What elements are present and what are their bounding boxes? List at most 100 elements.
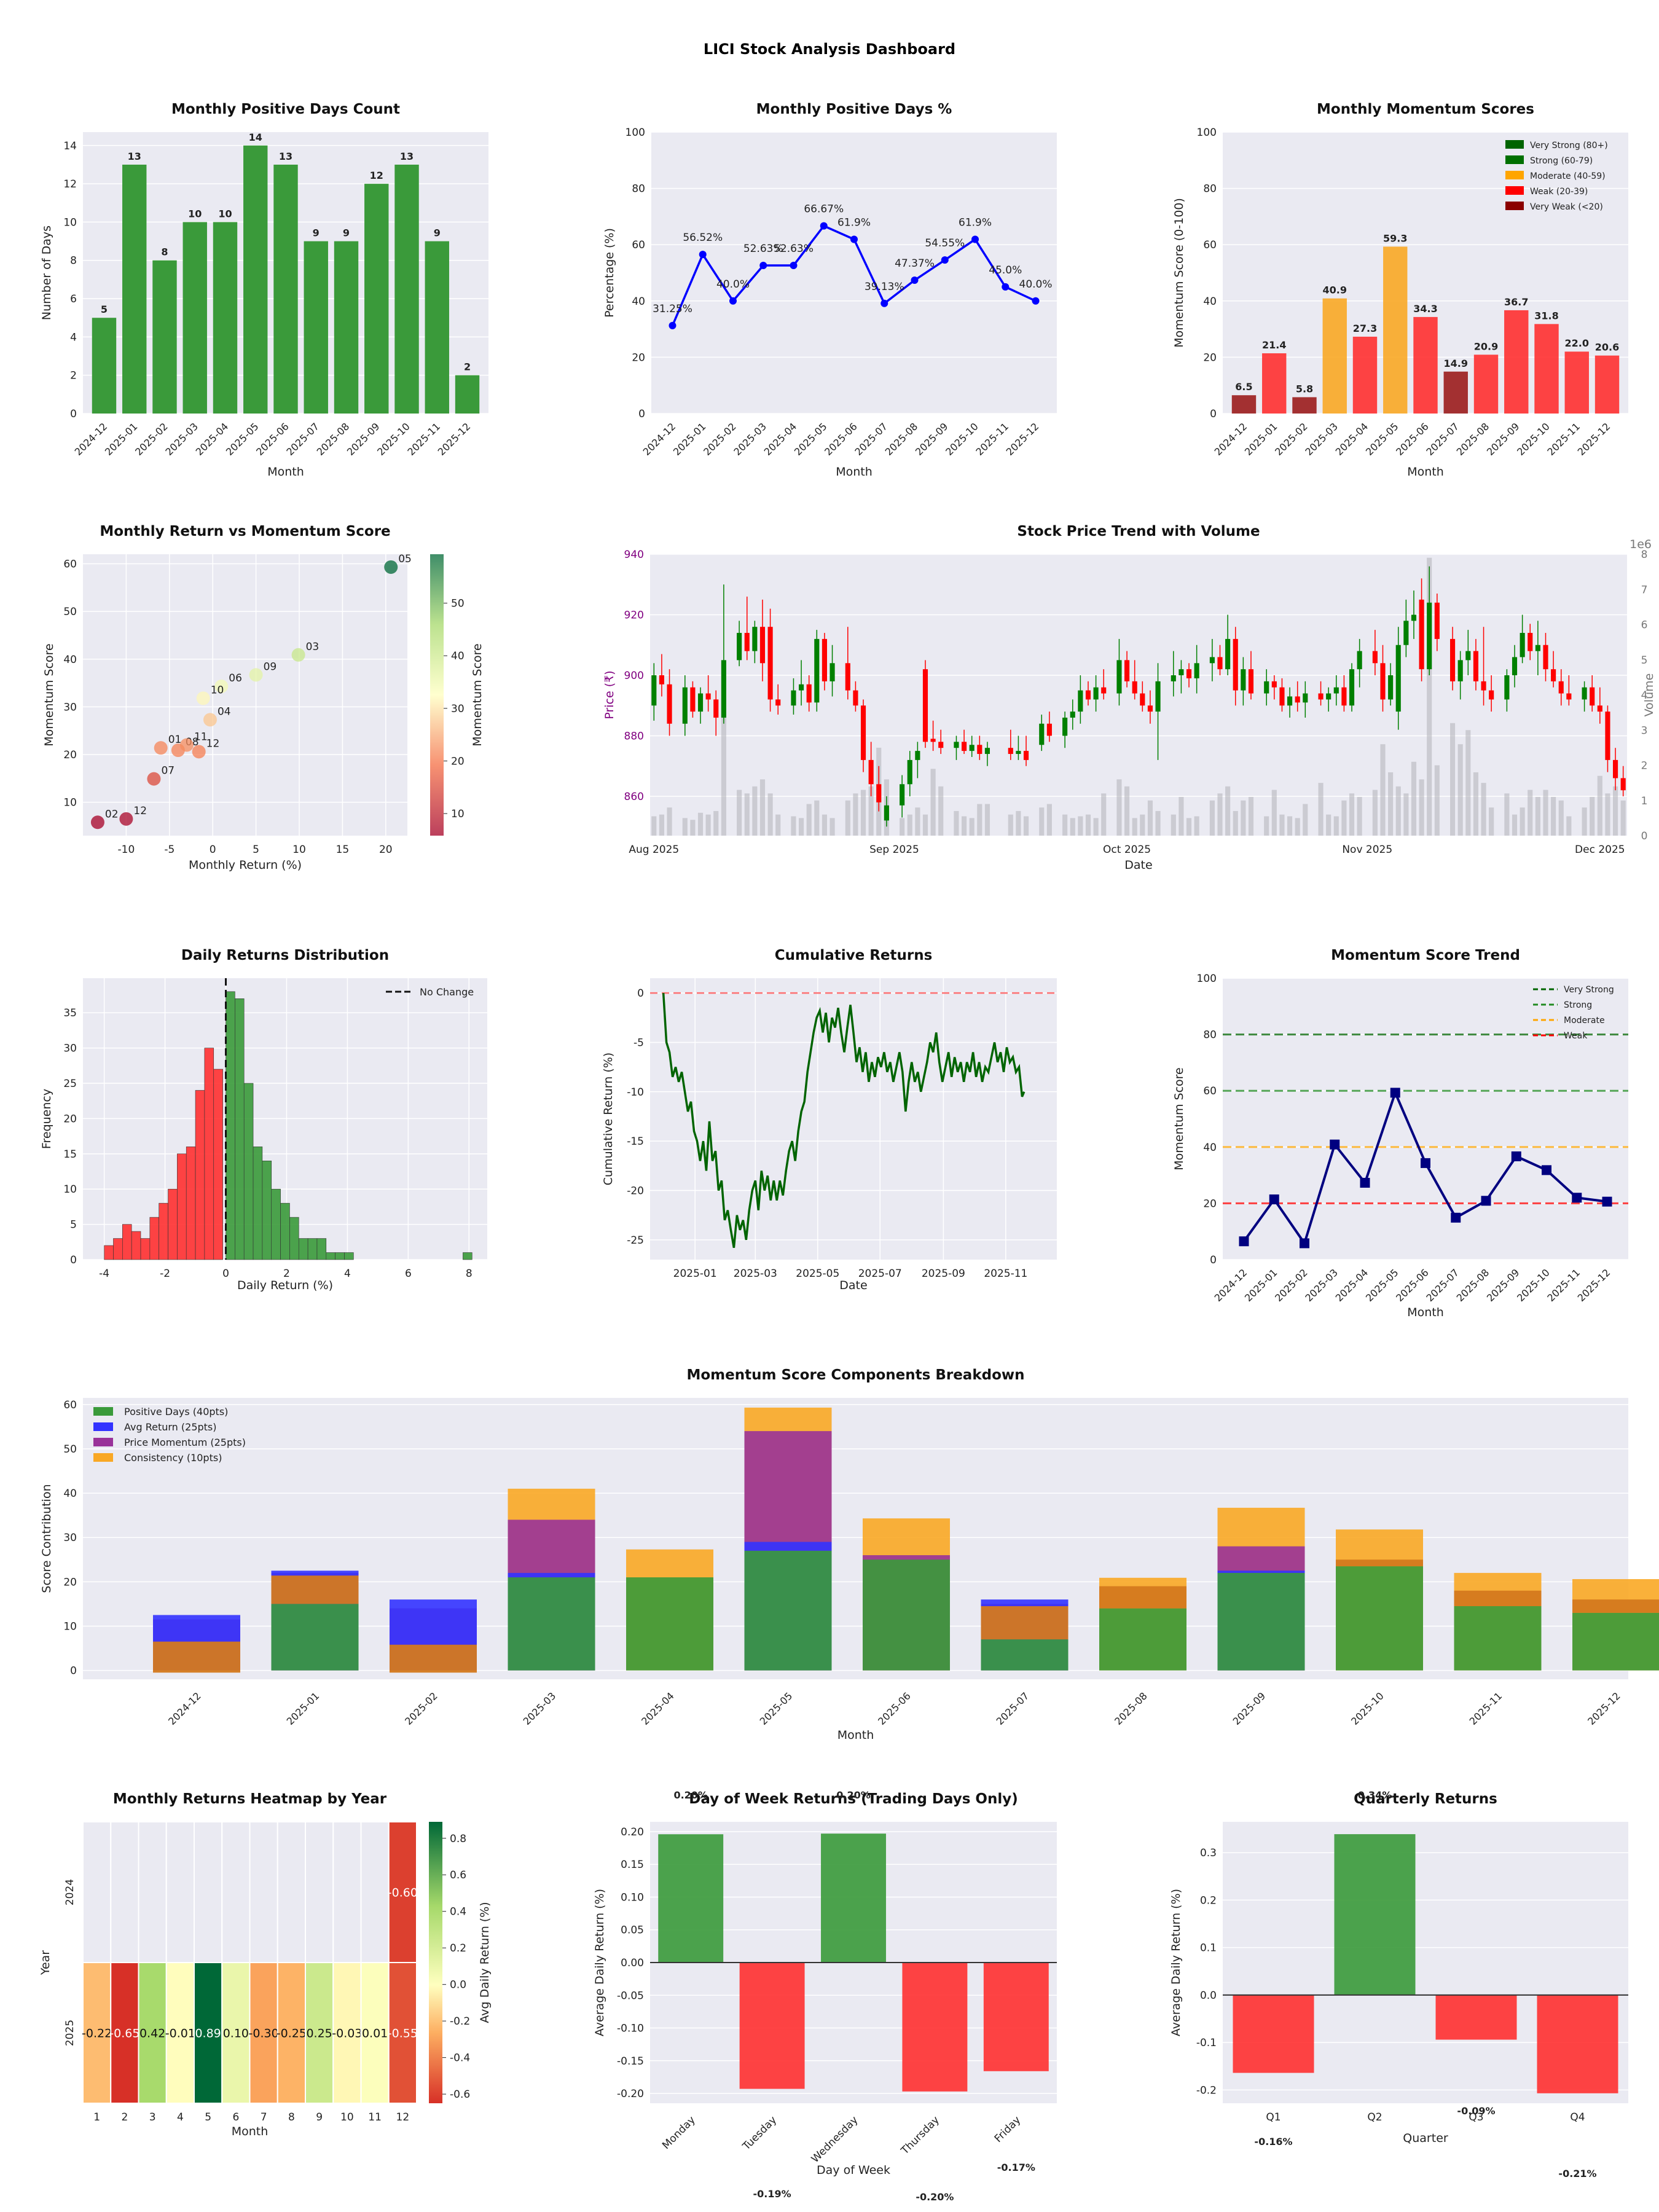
y-tick-label: -0.2 [1196,2084,1217,2096]
y-tick-label: 80 [1203,1029,1217,1041]
y-tick-label: 25 [63,1078,77,1090]
chart-title: Monthly Positive Days % [756,101,952,117]
heatmap-cell-label: -0.22 [82,2027,112,2041]
x-tick-label: 2025-04 [1333,1266,1371,1304]
y-tick-label: 30 [63,1043,77,1055]
chart-quarterly_returns: 0.3 0.2 0.1 0.0 -0.1 -0.2 Quarterly Returns Qua… [1169,1789,1628,2179]
volume-bar [1132,818,1137,836]
plot-area [650,978,1057,1260]
y-tick-label: 4 [70,331,77,343]
x-tick-label: 2025-11 [984,1268,1027,1280]
heatmap-cell [305,1962,334,2104]
y-tick-label: 0 [637,987,644,1000]
bar-value-label: -0.19% [753,2188,791,2200]
y-tick-label: 900 [624,670,644,682]
candle-body [984,748,990,755]
histogram-bin [463,1252,473,1260]
y-tick-label: 80 [1203,183,1217,195]
histogram-bin [122,1224,132,1260]
heatmap-cell [110,1962,139,2104]
x-tick-label: 20 [379,844,393,856]
candle-body [1147,705,1153,712]
legend-label: Moderate (40-59) [1530,171,1606,181]
colorbar-label: Avg Daily Return (%) [478,1902,492,2023]
candle-body [1528,633,1533,651]
bar [304,241,328,414]
chart-title: Momentum Score Components Breakdown [686,1367,1024,1383]
scatter-point [249,668,263,682]
data-point [1511,1151,1521,1161]
histogram-bin [113,1238,123,1260]
x-tick-label: 2025-08 [1454,1266,1492,1304]
bar-value-label: 13 [400,151,414,162]
point-label: 05 [398,553,412,565]
point-value-label: 52.63% [743,243,783,255]
candle-body [752,627,758,651]
volume-bar [853,793,858,836]
candle-body [1070,712,1075,718]
volume-bar [1333,816,1339,836]
candle-body [1333,687,1339,694]
bar-value-label: 27.3 [1353,323,1377,334]
bar [658,1834,724,1963]
x-axis-label: Daily Return (%) [237,1279,333,1292]
candle-body [1295,696,1300,703]
candle-body [1279,687,1285,706]
plot-area [83,554,407,836]
y-tick-label: 880 [624,730,644,742]
histogram-bin [104,1245,114,1260]
y-tick-label: 10 [63,216,77,229]
x-tick-label: 2025-09 [1484,1266,1522,1304]
volume-bar [1620,800,1626,836]
volume-bar [938,786,944,836]
x-tick-label: 2025-12 [1575,1266,1613,1304]
y-tick-label: -10 [627,1086,644,1099]
heatmap-cell [332,1962,362,2104]
candle-body [1427,602,1432,670]
bar [1564,351,1589,414]
chart-title: Daily Returns Distribution [181,947,389,963]
candle-body [1217,657,1223,670]
bar [1231,395,1257,414]
bar [394,164,419,414]
heatmap-cell-label: -0.25 [276,2027,307,2041]
heatmap-cell [82,1821,112,1963]
heatmap-cell-label: 0.42 [139,2027,165,2041]
x-tick-label: 2025-08 [315,420,352,458]
bar [1262,353,1287,414]
y-axis-label: Momentum Score [42,643,56,747]
candle-body [977,745,982,755]
volume-bar [1023,816,1029,836]
stacked-segment [1217,1572,1305,1671]
volume-bar [1341,800,1347,836]
data-point [669,321,677,329]
y-tick-label: -25 [627,1234,644,1247]
y-tick-label: 40 [632,296,645,308]
bar-value-label: 0.34% [1358,1789,1392,1801]
data-point [1360,1177,1370,1188]
y-tick-label: 0.15 [621,1859,644,1871]
volume-bar [1395,786,1401,836]
legend-label: Very Weak (<20) [1530,202,1603,212]
x-tick-label: 2024-12 [641,420,678,458]
candle-body [1372,651,1378,664]
y2-tick-label: 8 [1641,549,1648,561]
x-tick-label: Q4 [1570,2111,1585,2124]
x-tick-label: 2025-11 [1545,420,1582,458]
x-tick-label: 2024-12 [166,1690,203,1727]
volume-bar [1186,818,1192,836]
volume-bar [1248,797,1254,836]
volume-bar [1287,816,1293,836]
histogram-bin [186,1147,196,1260]
x-tick-label: 2025-02 [402,1690,440,1727]
x-tick-label: 9 [316,2111,323,2124]
x-tick-label: 1 [93,2111,100,2124]
bar-value-label: 59.3 [1383,232,1407,244]
y-axis-label: Number of Days [40,226,53,320]
heatmap-cell [194,1821,223,1963]
legend-label: Strong (60-79) [1530,156,1593,166]
y2-tick-label: 7 [1641,584,1648,596]
legend-label: Strong [1564,1000,1592,1010]
scatter-point [147,772,161,786]
x-tick-label: 2025-11 [973,420,1011,458]
